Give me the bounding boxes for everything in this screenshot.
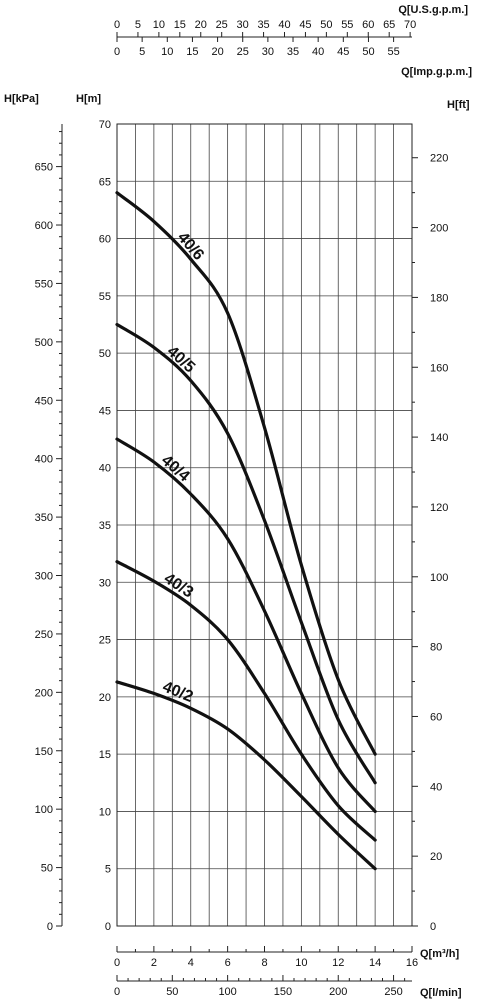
y-tick-label: 15 <box>99 749 111 761</box>
ft-tick-label: 120 <box>430 502 448 514</box>
kpa-unit-label: H[kPa] <box>4 93 39 105</box>
usgpm-tick-label: 55 <box>341 19 353 31</box>
kpa-tick-label: 500 <box>35 337 53 349</box>
m3h-tick-label: 14 <box>369 957 381 969</box>
curve-40-6 <box>115 191 377 756</box>
ft-tick-label: 0 <box>430 921 436 933</box>
usgpm-tick-label: 45 <box>299 19 311 31</box>
usgpm-tick-label: 35 <box>257 19 269 31</box>
impgpm-tick-label: 55 <box>387 46 399 58</box>
lmin-tick-label: 250 <box>384 986 402 998</box>
kpa-tick-label: 450 <box>35 395 53 407</box>
kpa-tick-label: 300 <box>35 571 53 583</box>
y-tick-label: 10 <box>99 806 111 818</box>
kpa-tick-label: 0 <box>47 921 53 933</box>
hm-unit-label: H[m] <box>76 93 101 105</box>
y-tick-label: 20 <box>99 692 111 704</box>
m3h-tick-label: 8 <box>261 957 267 969</box>
m3h-tick-label: 2 <box>151 957 157 969</box>
usgpm-tick-label: 5 <box>135 19 141 31</box>
ft-tick-label: 100 <box>430 572 448 584</box>
ft-tick-label: 220 <box>430 153 448 165</box>
usgpm-tick-label: 15 <box>174 19 186 31</box>
kpa-tick-label: 250 <box>35 629 53 641</box>
lmin-tick-label: 200 <box>329 986 347 998</box>
impgpm-tick-label: 5 <box>139 46 145 58</box>
ft-tick-label: 200 <box>430 223 448 235</box>
y-tick-label: 70 <box>99 119 111 131</box>
kpa-tick-label: 150 <box>35 746 53 758</box>
impgpm-tick-label: 40 <box>312 46 324 58</box>
usgpm-unit-label: Q[U.S.g.p.m.] <box>398 4 468 16</box>
m3h-tick-label: 12 <box>332 957 344 969</box>
y-tick-label: 45 <box>99 405 111 417</box>
impgpm-tick-label: 50 <box>362 46 374 58</box>
lmin-tick-label: 100 <box>218 986 236 998</box>
curve-40-5 <box>115 322 377 785</box>
kpa-tick-label: 650 <box>35 162 53 174</box>
axes: 0510152025303540455055606570050100150200… <box>35 19 449 998</box>
usgpm-tick-label: 60 <box>362 19 374 31</box>
usgpm-tick-label: 0 <box>114 19 120 31</box>
curves: 40/240/340/440/540/6 <box>115 191 377 871</box>
y-tick-label: 30 <box>99 577 111 589</box>
impgpm-unit-label: Q[Imp.g.p.m.] <box>401 66 472 78</box>
plot-frame <box>116 123 413 927</box>
impgpm-tick-label: 25 <box>237 46 249 58</box>
y-tick-label: 60 <box>99 234 111 246</box>
kpa-tick-label: 600 <box>35 220 53 232</box>
usgpm-tick-label: 25 <box>216 19 228 31</box>
curve-40-4 <box>115 437 377 814</box>
y-tick-label: 50 <box>99 348 111 360</box>
impgpm-tick-label: 35 <box>287 46 299 58</box>
kpa-tick-label: 400 <box>35 454 53 466</box>
usgpm-tick-label: 70 <box>404 19 416 31</box>
m3h-tick-label: 0 <box>114 957 120 969</box>
usgpm-tick-label: 20 <box>195 19 207 31</box>
y-tick-label: 5 <box>105 864 111 876</box>
y-tick-label: 40 <box>99 463 111 475</box>
ft-tick-label: 160 <box>430 362 448 374</box>
kpa-tick-label: 350 <box>35 512 53 524</box>
usgpm-tick-label: 10 <box>153 19 165 31</box>
m3h-tick-label: 10 <box>295 957 307 969</box>
y-tick-label: 55 <box>99 291 111 303</box>
y-tick-label: 0 <box>105 921 111 933</box>
impgpm-tick-label: 30 <box>262 46 274 58</box>
ft-tick-label: 40 <box>430 781 442 793</box>
y-tick-label: 25 <box>99 635 111 647</box>
m3h-tick-label: 16 <box>406 957 418 969</box>
impgpm-tick-label: 10 <box>161 46 173 58</box>
ft-tick-label: 140 <box>430 432 448 444</box>
m3h-tick-label: 6 <box>225 957 231 969</box>
kpa-tick-label: 550 <box>35 278 53 290</box>
usgpm-tick-label: 40 <box>278 19 290 31</box>
impgpm-tick-label: 0 <box>114 46 120 58</box>
y-tick-label: 35 <box>99 520 111 532</box>
kpa-tick-label: 200 <box>35 687 53 699</box>
impgpm-tick-label: 45 <box>337 46 349 58</box>
impgpm-tick-label: 20 <box>211 46 223 58</box>
kpa-tick-label: 100 <box>35 804 53 816</box>
lmin-tick-label: 50 <box>166 986 178 998</box>
curve-40-3 <box>115 560 377 842</box>
ft-tick-label: 60 <box>430 711 442 723</box>
ft-tick-label: 80 <box>430 642 442 654</box>
lmin-tick-label: 150 <box>274 986 292 998</box>
m3h-tick-label: 4 <box>188 957 194 969</box>
ft-tick-label: 20 <box>430 851 442 863</box>
curve-40-2 <box>115 680 377 871</box>
ft-tick-label: 180 <box>430 292 448 304</box>
usgpm-tick-label: 50 <box>320 19 332 31</box>
usgpm-tick-label: 30 <box>237 19 249 31</box>
m3h-unit-label: Q[m³/h] <box>420 948 459 960</box>
impgpm-tick-label: 15 <box>186 46 198 58</box>
usgpm-tick-label: 65 <box>383 19 395 31</box>
kpa-tick-label: 50 <box>41 863 53 875</box>
lmin-unit-label: Q[l/min] <box>420 987 462 999</box>
y-tick-label: 65 <box>99 176 111 188</box>
ft-unit-label: H[ft] <box>447 99 470 111</box>
lmin-tick-label: 0 <box>114 986 120 998</box>
